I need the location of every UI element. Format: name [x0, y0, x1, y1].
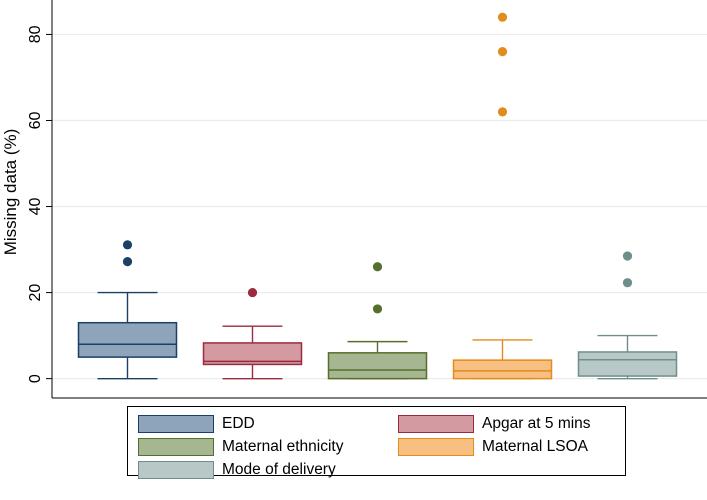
box-mode-of-delivery: [577, 251, 678, 380]
box-plots: [77, 12, 678, 380]
box-edd: [77, 240, 178, 380]
outlier-point: [497, 12, 508, 22]
legend-item: Maternal LSOA: [398, 436, 588, 458]
legend: EDD Apgar at 5 mins Maternal ethnicity Mate…: [127, 406, 626, 479]
outlier-point: [622, 278, 633, 288]
legend-swatch: [398, 438, 474, 456]
iqr-box: [452, 359, 553, 380]
iqr-box: [327, 352, 428, 380]
outlier-point: [122, 257, 133, 267]
outlier-point: [622, 251, 633, 261]
y-tick-label: 0: [27, 374, 44, 383]
iqr-box: [577, 351, 678, 377]
legend-swatch: [138, 461, 214, 479]
box-apgar-at-5-mins: [202, 287, 303, 380]
legend-item: Mode of delivery: [138, 459, 336, 481]
outlier-point: [122, 240, 133, 250]
legend-swatch: [138, 415, 214, 433]
outlier-point: [247, 287, 258, 298]
outlier-point: [497, 107, 508, 117]
y-axis: 0 20 40 60 80: [27, 0, 707, 399]
legend-swatch: [398, 415, 474, 433]
box-maternal-ethnicity: [327, 262, 428, 380]
y-tick-label: 40: [27, 198, 44, 216]
iqr-box: [77, 321, 178, 358]
legend-swatch: [138, 438, 214, 456]
y-tick-label: 60: [27, 111, 44, 129]
outlier-point: [497, 47, 508, 57]
legend-label: Maternal ethnicity: [222, 438, 344, 455]
legend-item: EDD: [138, 413, 255, 435]
outlier-point: [372, 262, 383, 272]
legend-item: Apgar at 5 mins: [398, 413, 591, 435]
y-tick-label: 20: [27, 284, 44, 302]
legend-label: Maternal LSOA: [482, 438, 588, 455]
legend-label: Apgar at 5 mins: [482, 415, 591, 432]
iqr-box: [202, 342, 303, 366]
outlier-point: [372, 304, 383, 314]
legend-label: Mode of delivery: [222, 461, 336, 478]
legend-label: EDD: [222, 415, 255, 432]
legend-item: Maternal ethnicity: [138, 436, 343, 458]
y-tick-label: 80: [27, 25, 44, 43]
box-maternal-lsoa: [452, 12, 553, 380]
y-axis-label: Missing data (%): [1, 129, 20, 256]
